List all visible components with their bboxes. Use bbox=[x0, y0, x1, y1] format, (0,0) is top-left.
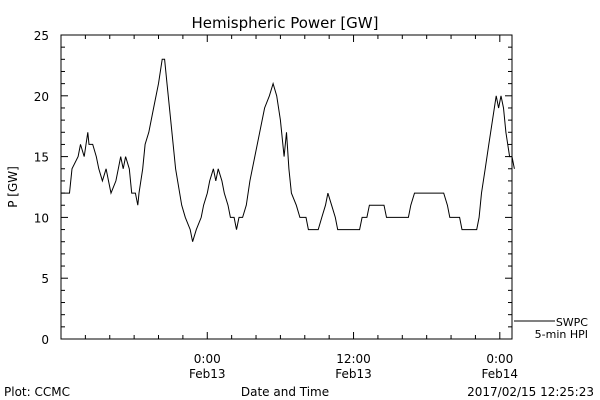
x-tick-time-label: 12:00 bbox=[336, 352, 371, 366]
y-tick-label: 5 bbox=[41, 272, 49, 286]
x-axis: 0:00Feb1312:00Feb130:00Feb1412:00Feb140:… bbox=[60, 35, 519, 381]
x-tick-time-label: 0:00 bbox=[486, 352, 513, 366]
y-tick-label: 0 bbox=[41, 333, 49, 347]
x-tick-date-label: Feb13 bbox=[189, 367, 226, 381]
chart-title: Hemispheric Power [GW] bbox=[192, 14, 379, 32]
plot-credit: Plot: CCMC bbox=[4, 385, 70, 399]
y-tick-label: 25 bbox=[34, 29, 49, 43]
legend-line-1: SWPC bbox=[556, 316, 588, 329]
plot-frame bbox=[60, 34, 513, 340]
legend-line-2: 5-min HPI bbox=[535, 328, 588, 341]
y-axis: 0 5 10 15 20 25 bbox=[34, 29, 512, 347]
x-tick-date-label: Feb14 bbox=[482, 367, 519, 381]
plot-timestamp: 2017/02/15 12:25:23 bbox=[467, 385, 594, 399]
y-tick-label: 20 bbox=[34, 90, 49, 104]
x-tick-time-label: 0:00 bbox=[194, 352, 221, 366]
x-tick-date-label: Feb13 bbox=[335, 367, 372, 381]
series-line bbox=[61, 58, 515, 242]
y-axis-label: P [GW] bbox=[6, 166, 20, 208]
y-tick-label: 15 bbox=[34, 151, 49, 165]
x-axis-label: Date and Time bbox=[241, 385, 329, 399]
y-tick-label: 10 bbox=[34, 211, 49, 225]
